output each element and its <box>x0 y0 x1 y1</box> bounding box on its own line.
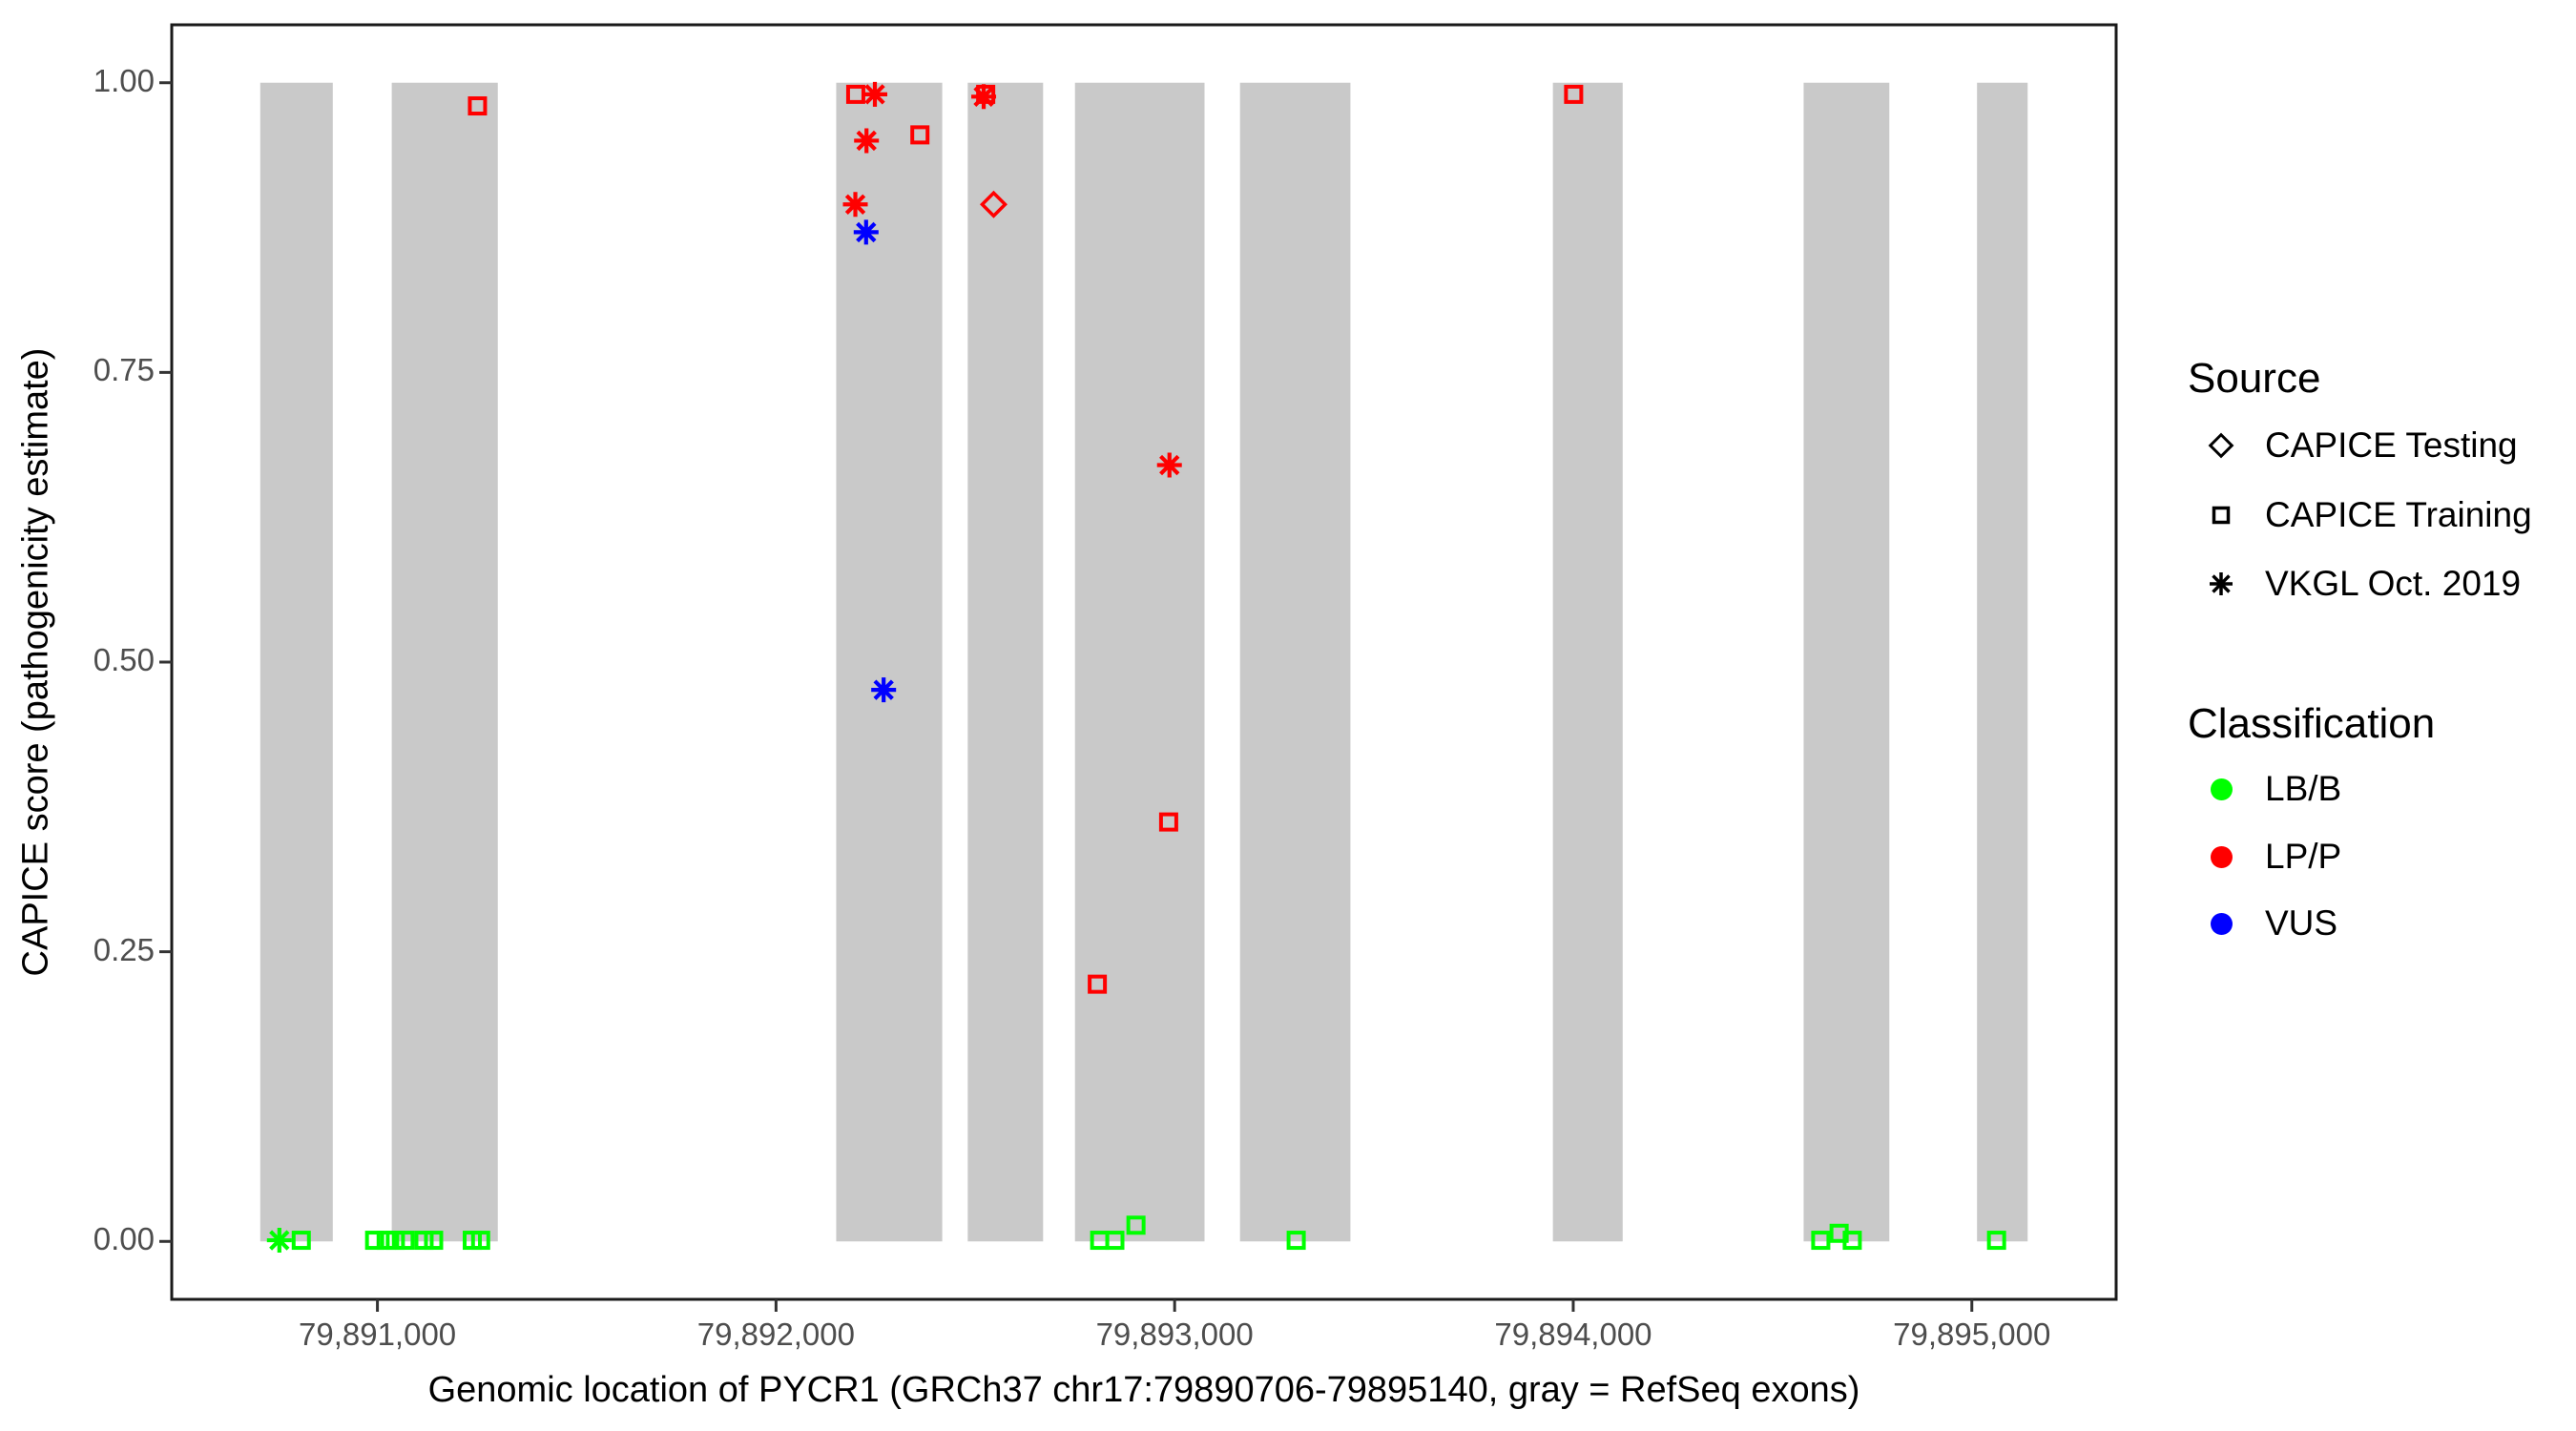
exon-bar <box>1803 82 1890 1242</box>
data-point-square <box>414 1231 434 1251</box>
data-point-square <box>1986 1231 2006 1251</box>
legend-item-label: LP/P <box>2265 837 2342 876</box>
exon-bar <box>967 82 1044 1242</box>
legend-source-title: Source <box>2188 355 2321 402</box>
legend-item-label: VKGL Oct. 2019 <box>2265 564 2522 603</box>
legend-item-label: CAPICE Training <box>2265 495 2532 534</box>
data-point-square <box>1564 84 1584 104</box>
exon-bar <box>1977 82 2028 1242</box>
green-dot-icon <box>2198 766 2244 812</box>
x-tick-label: 79,895,000 <box>1893 1317 2051 1352</box>
x-axis-title: Genomic location of PYCR1 (GRCh37 chr17:… <box>427 1370 1860 1410</box>
data-point-square <box>424 1231 444 1251</box>
red-dot-icon <box>2198 834 2244 880</box>
data-point-square <box>364 1231 384 1251</box>
y-tick-label: 0.25 <box>93 931 155 967</box>
legend-item-vkgl: VKGL Oct. 2019 <box>2198 561 2521 607</box>
data-point-square <box>1811 1231 1831 1251</box>
exon-bar <box>836 82 943 1242</box>
data-point-square <box>910 125 930 145</box>
x-tick-label: 79,891,000 <box>298 1317 457 1352</box>
data-point-asterisk <box>854 128 880 154</box>
legend-item-label: CAPICE Testing <box>2265 425 2518 465</box>
data-point-square <box>1158 812 1178 832</box>
y-tick-label: 1.00 <box>93 62 155 98</box>
data-point-square <box>291 1231 311 1251</box>
y-tick-label: 0.00 <box>93 1221 155 1257</box>
data-point-asterisk <box>862 81 887 107</box>
data-point-asterisk <box>971 84 997 110</box>
data-point-asterisk <box>842 192 868 218</box>
diamond-icon <box>2198 423 2244 468</box>
x-tick-label: 79,892,000 <box>696 1317 855 1352</box>
data-point-diamond <box>979 190 1008 218</box>
data-point-square <box>470 1231 490 1251</box>
data-point-square <box>1286 1231 1306 1251</box>
exon-bar <box>391 82 498 1242</box>
blue-dot-icon <box>2198 901 2244 946</box>
data-point-square <box>395 1231 415 1251</box>
exon-bar <box>260 82 333 1242</box>
data-point-asterisk <box>266 1228 292 1254</box>
data-point-square <box>385 1231 405 1251</box>
data-point-square <box>1126 1215 1146 1235</box>
exon-bar <box>1074 82 1205 1242</box>
legend-item-label: LB/B <box>2265 769 2342 808</box>
data-point-asterisk <box>853 219 879 245</box>
legend-item-lbb: LB/B <box>2198 766 2341 812</box>
legend-classification-title: Classification <box>2188 700 2436 747</box>
asterisk-icon <box>2198 561 2244 607</box>
exon-bar <box>1239 82 1351 1242</box>
data-point-square <box>467 96 488 116</box>
x-tick-label: 79,893,000 <box>1095 1317 1254 1352</box>
y-tick-label: 0.50 <box>93 642 155 677</box>
exon-bar <box>1552 82 1623 1242</box>
y-tick-label: 0.75 <box>93 352 155 388</box>
data-point-square <box>1088 974 1108 994</box>
legend-item-capice-training: CAPICE Training <box>2198 492 2532 538</box>
legend-item-lpp: LP/P <box>2198 834 2341 880</box>
data-point-asterisk <box>871 677 897 703</box>
legend-item-label: VUS <box>2265 903 2338 943</box>
data-point-asterisk <box>1156 452 1182 478</box>
legend-item-capice-testing: CAPICE Testing <box>2198 423 2518 468</box>
x-tick-label: 79,894,000 <box>1494 1317 1652 1352</box>
square-icon <box>2198 492 2244 538</box>
legend-item-vus: VUS <box>2198 901 2337 946</box>
data-point-square <box>1105 1231 1125 1251</box>
data-point-square <box>1842 1231 1862 1251</box>
